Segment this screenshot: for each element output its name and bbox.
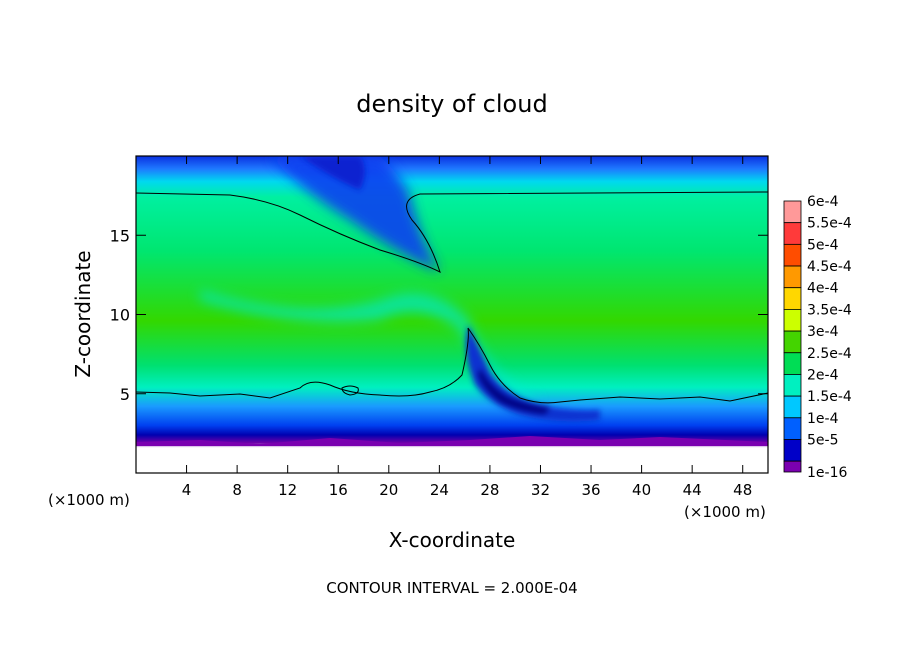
colorbar-swatch <box>783 308 802 332</box>
colorbar-label: 4e-4 <box>807 281 839 297</box>
colorbar-swatch <box>783 417 802 440</box>
chart-title: density of cloud <box>356 90 547 118</box>
colorbar-label: 1e-4 <box>807 411 839 427</box>
x-tick-label: 16 <box>329 481 348 499</box>
y-tick-label: 10 <box>110 306 130 325</box>
y-tick-label: 15 <box>110 226 130 245</box>
colorbar-label: 3.5e-4 <box>807 302 852 318</box>
contour-small-loop <box>341 385 359 396</box>
contour-upper <box>136 191 768 273</box>
colorbar-label: 6e-4 <box>807 194 839 210</box>
colorbar-label: 2.5e-4 <box>807 346 852 362</box>
colorbar-label: 4.5e-4 <box>807 259 852 275</box>
x-tick-label: 20 <box>379 481 398 499</box>
colorbar-label: 2e-4 <box>807 367 839 383</box>
colorbar-label: 1.5e-4 <box>807 389 852 405</box>
colorbar-label: 5.5e-4 <box>807 216 852 232</box>
x-axis-label: X-coordinate <box>389 528 516 552</box>
colorbar-label: 5e-4 <box>807 237 839 253</box>
x-tick-label: 8 <box>232 481 242 499</box>
x-tick-label: 32 <box>531 481 550 499</box>
colorbar-swatch <box>783 352 802 375</box>
y-tick-label: 5 <box>120 385 130 404</box>
upper-dry-core <box>300 156 365 190</box>
colorbar-swatch <box>783 330 802 354</box>
contour-interval-footer: CONTOUR INTERVAL = 2.000E-04 <box>326 579 577 597</box>
downdraft-core <box>478 368 550 414</box>
surface-purple <box>136 436 768 446</box>
colorbar-swatch <box>783 265 802 289</box>
x-axis: 4 8 12 16 20 24 28 32 36 40 44 48 <box>182 156 752 499</box>
x-tick-label: 48 <box>733 481 752 499</box>
heatmap-field <box>136 156 768 473</box>
y-axis: 5 10 15 <box>110 226 768 404</box>
contour-lower <box>136 327 768 404</box>
x-tick-label: 28 <box>480 481 499 499</box>
colorbar-swatch <box>783 200 802 224</box>
colorbar-swatch <box>783 439 802 462</box>
x-tick-label: 44 <box>683 481 702 499</box>
upper-dry-tongue <box>270 156 440 272</box>
colorbar-label: 1e-16 <box>807 465 847 481</box>
colorbar-swatch <box>783 374 802 397</box>
colorbar: 6e-4 5.5e-4 5e-4 4.5e-4 4e-4 3.5e-4 3e-4 2.5e-4… <box>783 194 852 481</box>
x-tick-label: 36 <box>581 481 600 499</box>
x-unit-label-right: (×1000 m) <box>684 503 766 521</box>
x-tick-label: 24 <box>430 481 449 499</box>
colorbar-swatch <box>783 243 802 267</box>
colorbar-swatch <box>783 287 802 310</box>
x-tick-label: 40 <box>632 481 651 499</box>
colorbar-swatch <box>783 222 802 245</box>
x-tick-label: 12 <box>278 481 297 499</box>
colorbar-swatch <box>783 395 802 419</box>
wake-cyan-band <box>200 290 540 405</box>
colorbar-swatch <box>783 460 802 473</box>
x-unit-label-left: (×1000 m) <box>48 491 130 509</box>
colorbar-label: 5e-5 <box>807 432 838 448</box>
x-tick-label: 4 <box>182 481 192 499</box>
colorbar-label: 3e-4 <box>807 324 839 340</box>
y-axis-label: Z-coordinate <box>71 250 95 377</box>
